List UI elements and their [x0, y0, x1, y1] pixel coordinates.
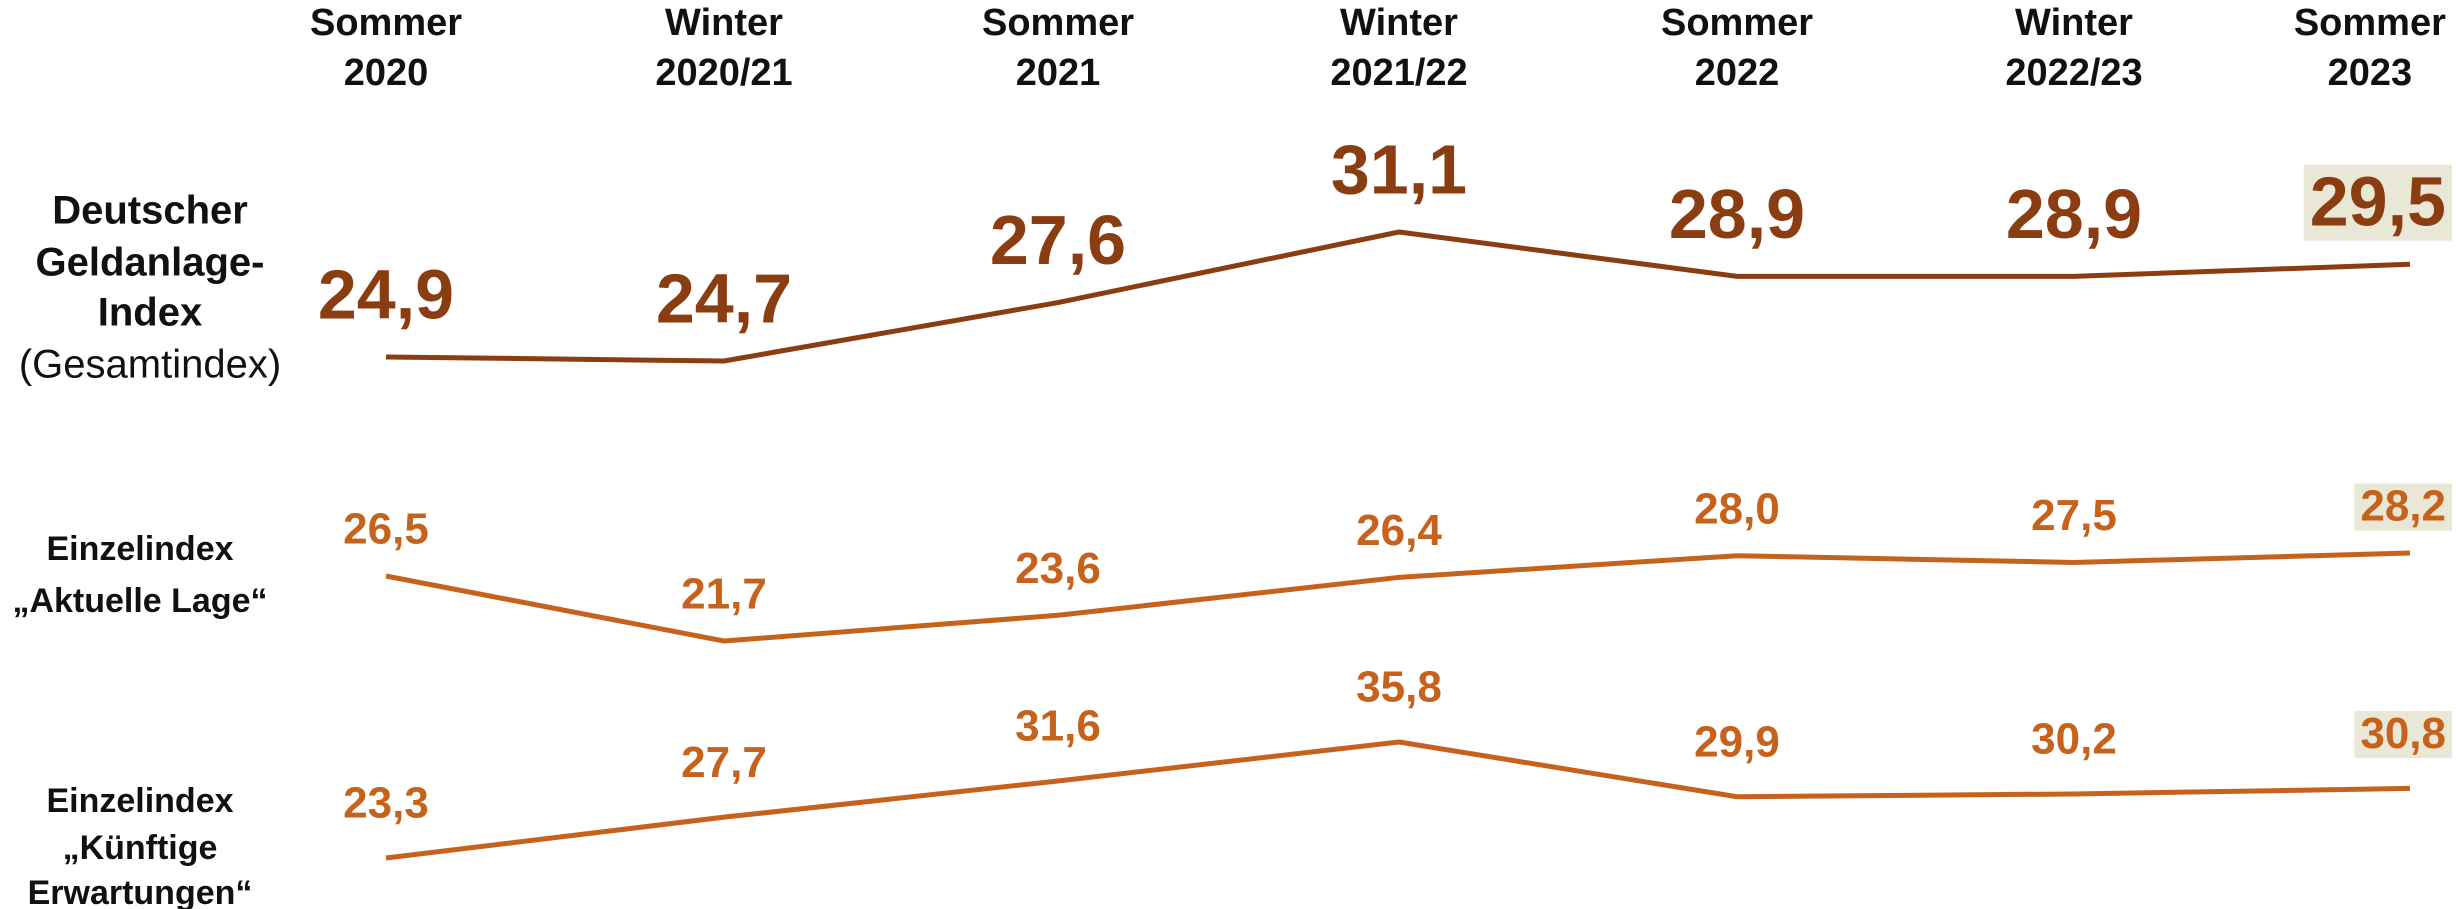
value-label: 26,5 [343, 505, 429, 554]
value-label: 23,6 [1015, 544, 1101, 593]
series-name: Index [98, 291, 202, 335]
value-label: 30,8 [2360, 709, 2446, 758]
series-name: Geldanlage- [36, 241, 265, 285]
value-label: 28,0 [1694, 484, 1780, 533]
value-label: 28,9 [2006, 175, 2142, 253]
value-label: 21,7 [681, 570, 767, 619]
series-line [385, 739, 2411, 861]
series-name: Einzelindex [46, 782, 233, 820]
series-line [385, 550, 2411, 644]
highlight-box [2354, 711, 2452, 759]
category-label: Winter 2020/21 [655, 2, 792, 94]
value-label: 30,2 [2031, 715, 2117, 764]
value-label: 26,4 [1356, 506, 1442, 555]
highlight-box [2303, 164, 2452, 241]
value-label: 29,9 [1694, 717, 1780, 766]
value-label: 31,1 [1331, 130, 1467, 208]
series-name: Einzelindex [46, 530, 233, 568]
highlight-box [2354, 483, 2452, 531]
value-label: 24,9 [318, 255, 454, 333]
category-label: Winter 2021/22 [1330, 2, 1467, 94]
category-label: Sommer 2020 [310, 2, 462, 94]
category-label: Sommer 2023 [2294, 2, 2446, 94]
category-label: Sommer 2021 [982, 2, 1134, 94]
value-label: 27,6 [990, 201, 1126, 279]
category-label: Winter 2022/23 [2005, 2, 2142, 94]
value-label: 27,5 [2031, 491, 2117, 540]
category-label: Sommer 2022 [1661, 2, 1813, 94]
value-label: 35,8 [1356, 663, 1442, 712]
value-label: 27,7 [681, 738, 767, 787]
value-label: 24,7 [656, 259, 792, 337]
series-name: Erwartungen“ [28, 874, 253, 909]
value-label: 31,6 [1015, 702, 1101, 751]
value-label: 23,3 [343, 779, 429, 828]
series-line [385, 229, 2411, 364]
series-name: Deutscher [52, 189, 248, 233]
series-name: (Gesamtindex) [19, 343, 281, 387]
value-label: 28,2 [2360, 482, 2446, 531]
value-label: 28,9 [1669, 175, 1805, 253]
series-name: „Künftige [63, 829, 218, 867]
series-name: „Aktuelle Lage“ [12, 582, 267, 620]
value-label: 29,5 [2310, 163, 2446, 241]
